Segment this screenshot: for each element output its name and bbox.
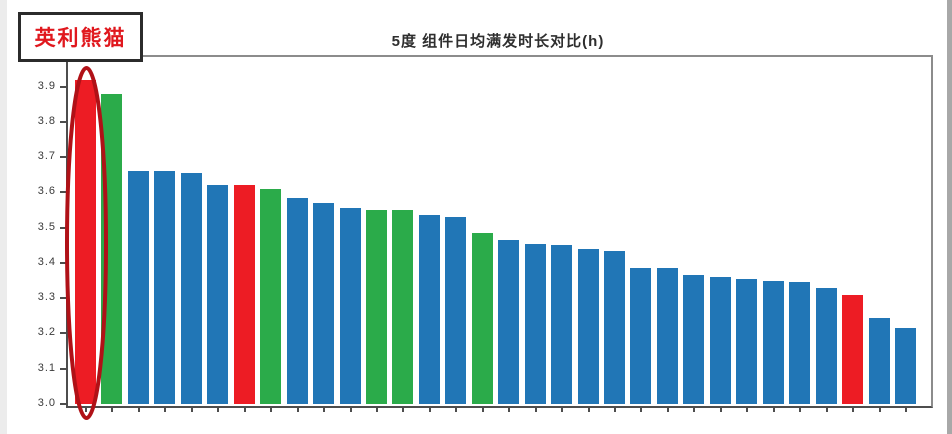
x-tick-21	[614, 406, 616, 412]
x-tick-24	[693, 406, 695, 412]
y-tick-label-3.3: 3.3	[37, 291, 56, 303]
bar-15	[445, 217, 466, 404]
chart-title: 5度 组件日均满发时长对比(h)	[391, 33, 605, 50]
x-tick-8	[270, 406, 272, 412]
x-tick-25	[720, 406, 722, 412]
x-tick-3	[138, 406, 140, 412]
x-tick-1	[85, 406, 87, 412]
x-tick-23	[667, 406, 669, 412]
bar-21	[604, 251, 625, 404]
x-tick-31	[879, 406, 881, 412]
bar-23	[657, 268, 678, 404]
x-tick-22	[640, 406, 642, 412]
x-tick-19	[561, 406, 563, 412]
x-tick-29	[826, 406, 828, 412]
bar-10	[313, 203, 334, 404]
y-tick-3.4	[60, 262, 66, 264]
bar-13	[392, 210, 413, 404]
bar-9	[287, 198, 308, 404]
callout-label-box: 英利熊猫	[18, 12, 143, 62]
bar-7	[234, 185, 255, 404]
y-tick-3.5	[60, 227, 66, 229]
x-tick-9	[297, 406, 299, 412]
y-tick-label-3.7: 3.7	[37, 150, 56, 162]
y-tick-3.7	[60, 156, 66, 158]
bar-1	[75, 80, 96, 404]
x-tick-12	[376, 406, 378, 412]
bar-11	[340, 208, 361, 404]
bar-2	[101, 94, 122, 404]
left-edge-strip	[0, 0, 7, 434]
bar-24	[683, 275, 704, 404]
bar-28	[789, 282, 810, 404]
x-tick-4	[164, 406, 166, 412]
y-tick-3.6	[60, 191, 66, 193]
y-tick-label-3.0: 3.0	[37, 397, 56, 409]
y-tick-label-3.4: 3.4	[37, 256, 56, 268]
y-tick-label-3.8: 3.8	[37, 115, 56, 127]
x-tick-18	[535, 406, 537, 412]
x-tick-30	[852, 406, 854, 412]
y-tick-3.9	[60, 86, 66, 88]
bar-29	[816, 288, 837, 404]
y-tick-3.3	[60, 297, 66, 299]
bar-12	[366, 210, 387, 404]
bar-20	[578, 249, 599, 404]
bar-32	[895, 328, 916, 404]
x-tick-11	[350, 406, 352, 412]
bar-4	[154, 171, 175, 404]
callout-label-text: 英利熊猫	[34, 27, 127, 50]
bar-31	[869, 318, 890, 404]
x-tick-26	[746, 406, 748, 412]
y-tick-label-3.6: 3.6	[37, 185, 56, 197]
x-tick-5	[191, 406, 193, 412]
bar-14	[419, 215, 440, 404]
bar-30	[842, 295, 863, 404]
x-tick-28	[799, 406, 801, 412]
x-tick-17	[508, 406, 510, 412]
bar-27	[763, 281, 784, 404]
x-tick-2	[111, 406, 113, 412]
bar-22	[630, 268, 651, 404]
x-tick-6	[217, 406, 219, 412]
y-tick-3.1	[60, 368, 66, 370]
x-tick-15	[455, 406, 457, 412]
y-tick-label-3.1: 3.1	[37, 362, 56, 374]
y-tick-3.2	[60, 332, 66, 334]
bar-3	[128, 171, 149, 404]
y-tick-3.0	[60, 403, 66, 405]
y-tick-label-3.2: 3.2	[37, 326, 56, 338]
bar-19	[551, 245, 572, 404]
bar-17	[498, 240, 519, 404]
x-tick-13	[402, 406, 404, 412]
x-tick-14	[429, 406, 431, 412]
x-tick-16	[482, 406, 484, 412]
bar-26	[736, 279, 757, 404]
bar-5	[181, 173, 202, 404]
bar-18	[525, 244, 546, 404]
y-tick-label-3.5: 3.5	[37, 221, 56, 233]
x-tick-20	[588, 406, 590, 412]
x-tick-32	[905, 406, 907, 412]
x-tick-27	[773, 406, 775, 412]
y-tick-3.8	[60, 121, 66, 123]
y-tick-label-3.9: 3.9	[37, 80, 56, 92]
bar-8	[260, 189, 281, 404]
bar-16	[472, 233, 493, 404]
bar-25	[710, 277, 731, 404]
x-tick-7	[244, 406, 246, 412]
bar-6	[207, 185, 228, 404]
x-tick-10	[323, 406, 325, 412]
right-edge-strip	[947, 0, 952, 434]
